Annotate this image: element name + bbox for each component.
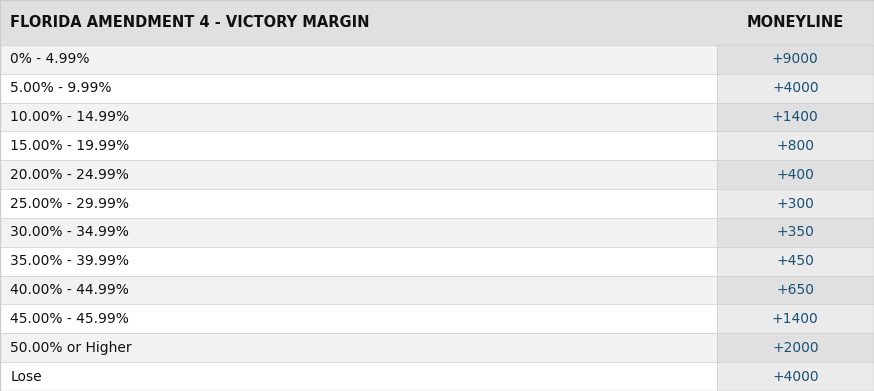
FancyBboxPatch shape <box>717 45 874 74</box>
Text: 20.00% - 24.99%: 20.00% - 24.99% <box>10 168 129 182</box>
FancyBboxPatch shape <box>0 333 717 362</box>
Text: +4000: +4000 <box>772 81 819 95</box>
FancyBboxPatch shape <box>0 247 717 276</box>
FancyBboxPatch shape <box>717 102 874 131</box>
FancyBboxPatch shape <box>0 131 717 160</box>
FancyBboxPatch shape <box>717 362 874 391</box>
FancyBboxPatch shape <box>0 0 874 45</box>
Text: 15.00% - 19.99%: 15.00% - 19.99% <box>10 139 129 153</box>
Text: +300: +300 <box>776 197 815 211</box>
Text: 40.00% - 44.99%: 40.00% - 44.99% <box>10 283 129 297</box>
FancyBboxPatch shape <box>0 276 717 305</box>
Text: 10.00% - 14.99%: 10.00% - 14.99% <box>10 110 129 124</box>
Text: 25.00% - 29.99%: 25.00% - 29.99% <box>10 197 129 211</box>
FancyBboxPatch shape <box>0 305 717 333</box>
Text: +4000: +4000 <box>772 369 819 384</box>
FancyBboxPatch shape <box>0 218 717 247</box>
Text: FLORIDA AMENDMENT 4 - VICTORY MARGIN: FLORIDA AMENDMENT 4 - VICTORY MARGIN <box>10 15 370 30</box>
FancyBboxPatch shape <box>717 131 874 160</box>
Text: 35.00% - 39.99%: 35.00% - 39.99% <box>10 254 129 268</box>
FancyBboxPatch shape <box>717 189 874 218</box>
FancyBboxPatch shape <box>717 333 874 362</box>
Text: +2000: +2000 <box>772 341 819 355</box>
FancyBboxPatch shape <box>0 189 717 218</box>
Text: Lose: Lose <box>10 369 42 384</box>
Text: +1400: +1400 <box>772 312 819 326</box>
FancyBboxPatch shape <box>717 276 874 305</box>
Text: 30.00% - 34.99%: 30.00% - 34.99% <box>10 225 129 239</box>
Text: 5.00% - 9.99%: 5.00% - 9.99% <box>10 81 112 95</box>
Text: +450: +450 <box>776 254 815 268</box>
FancyBboxPatch shape <box>717 218 874 247</box>
FancyBboxPatch shape <box>0 102 717 131</box>
Text: 50.00% or Higher: 50.00% or Higher <box>10 341 132 355</box>
Text: +400: +400 <box>776 168 815 182</box>
Text: 45.00% - 45.99%: 45.00% - 45.99% <box>10 312 129 326</box>
Text: +350: +350 <box>776 225 815 239</box>
FancyBboxPatch shape <box>717 74 874 102</box>
Text: 0% - 4.99%: 0% - 4.99% <box>10 52 90 66</box>
Text: +1400: +1400 <box>772 110 819 124</box>
FancyBboxPatch shape <box>0 362 717 391</box>
Text: +650: +650 <box>776 283 815 297</box>
FancyBboxPatch shape <box>0 160 717 189</box>
FancyBboxPatch shape <box>717 247 874 276</box>
Text: MONEYLINE: MONEYLINE <box>746 15 844 30</box>
Text: +800: +800 <box>776 139 815 153</box>
Text: +9000: +9000 <box>772 52 819 66</box>
FancyBboxPatch shape <box>717 305 874 333</box>
FancyBboxPatch shape <box>0 45 717 74</box>
FancyBboxPatch shape <box>0 74 717 102</box>
FancyBboxPatch shape <box>717 160 874 189</box>
